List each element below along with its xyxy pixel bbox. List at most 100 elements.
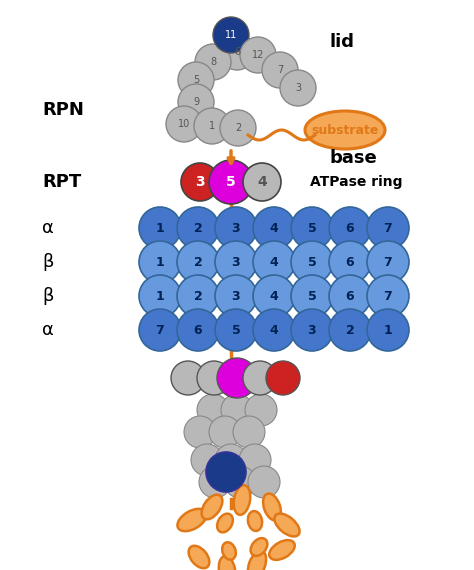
Circle shape (367, 207, 409, 249)
Circle shape (171, 361, 205, 395)
Text: 3: 3 (295, 83, 301, 93)
Text: 12: 12 (252, 50, 264, 60)
Circle shape (195, 44, 231, 80)
Text: 1: 1 (155, 290, 164, 303)
Circle shape (177, 241, 219, 283)
Ellipse shape (234, 485, 250, 515)
Ellipse shape (248, 551, 266, 570)
Circle shape (243, 163, 281, 201)
Ellipse shape (251, 538, 267, 556)
Circle shape (253, 309, 295, 351)
Text: RPT: RPT (42, 173, 81, 191)
Circle shape (139, 241, 181, 283)
Circle shape (367, 241, 409, 283)
Circle shape (199, 466, 231, 498)
Circle shape (291, 241, 333, 283)
Circle shape (181, 163, 219, 201)
Text: 3: 3 (232, 290, 240, 303)
Ellipse shape (269, 540, 295, 560)
Text: 7: 7 (383, 290, 392, 303)
Ellipse shape (248, 511, 262, 531)
Circle shape (248, 466, 280, 498)
Text: 7: 7 (277, 65, 283, 75)
Circle shape (221, 394, 253, 426)
Circle shape (253, 275, 295, 317)
Text: 4: 4 (270, 222, 278, 234)
Text: 5: 5 (193, 75, 199, 85)
Text: β: β (42, 287, 54, 305)
Text: 2: 2 (193, 290, 202, 303)
Ellipse shape (274, 514, 300, 536)
Text: 8: 8 (210, 57, 216, 67)
Circle shape (197, 394, 229, 426)
Text: 10: 10 (178, 119, 190, 129)
Text: base: base (330, 149, 378, 167)
Circle shape (177, 275, 219, 317)
Text: RPN: RPN (42, 101, 84, 119)
Circle shape (367, 275, 409, 317)
Text: 2: 2 (193, 255, 202, 268)
Circle shape (266, 361, 300, 395)
Text: 4: 4 (270, 255, 278, 268)
Text: 3: 3 (232, 222, 240, 234)
Text: substrate: substrate (311, 124, 379, 136)
Text: 2: 2 (193, 222, 202, 234)
Circle shape (191, 444, 223, 476)
Ellipse shape (201, 495, 222, 519)
Ellipse shape (177, 509, 207, 531)
Text: 6: 6 (346, 290, 354, 303)
Text: 7: 7 (383, 222, 392, 234)
Circle shape (329, 309, 371, 351)
Circle shape (329, 241, 371, 283)
Circle shape (206, 452, 246, 492)
Circle shape (215, 275, 257, 317)
Text: α: α (42, 219, 54, 237)
Text: 5: 5 (308, 222, 316, 234)
Circle shape (215, 444, 247, 476)
Circle shape (367, 309, 409, 351)
Circle shape (213, 17, 249, 53)
Text: 4: 4 (270, 290, 278, 303)
Circle shape (291, 275, 333, 317)
Text: 7: 7 (155, 324, 164, 336)
Text: 4: 4 (270, 324, 278, 336)
Text: lid: lid (330, 33, 355, 51)
Text: 2: 2 (235, 123, 241, 133)
Circle shape (219, 34, 255, 70)
Circle shape (197, 361, 231, 395)
Text: 3: 3 (232, 255, 240, 268)
Circle shape (178, 84, 214, 120)
Text: ATPase ring: ATPase ring (310, 175, 402, 189)
Circle shape (184, 416, 216, 448)
Circle shape (239, 444, 271, 476)
Text: 6: 6 (346, 255, 354, 268)
Circle shape (253, 207, 295, 249)
Circle shape (178, 62, 214, 98)
Circle shape (280, 70, 316, 106)
Circle shape (139, 309, 181, 351)
Text: 5: 5 (226, 175, 236, 189)
Circle shape (209, 416, 241, 448)
Text: α: α (42, 321, 54, 339)
Circle shape (215, 241, 257, 283)
Text: 1: 1 (209, 121, 215, 131)
Text: 3: 3 (195, 175, 205, 189)
Circle shape (291, 309, 333, 351)
Text: 1: 1 (383, 324, 392, 336)
Circle shape (329, 207, 371, 249)
Text: 7: 7 (383, 255, 392, 268)
Circle shape (220, 110, 256, 146)
Text: 2: 2 (346, 324, 355, 336)
Circle shape (215, 309, 257, 351)
Text: 5: 5 (308, 290, 316, 303)
Circle shape (291, 207, 333, 249)
Ellipse shape (222, 542, 236, 560)
Ellipse shape (305, 111, 385, 149)
Text: 5: 5 (308, 255, 316, 268)
Circle shape (243, 361, 277, 395)
Circle shape (209, 160, 253, 204)
Circle shape (215, 207, 257, 249)
Circle shape (177, 309, 219, 351)
Text: 4: 4 (257, 175, 267, 189)
Circle shape (253, 241, 295, 283)
